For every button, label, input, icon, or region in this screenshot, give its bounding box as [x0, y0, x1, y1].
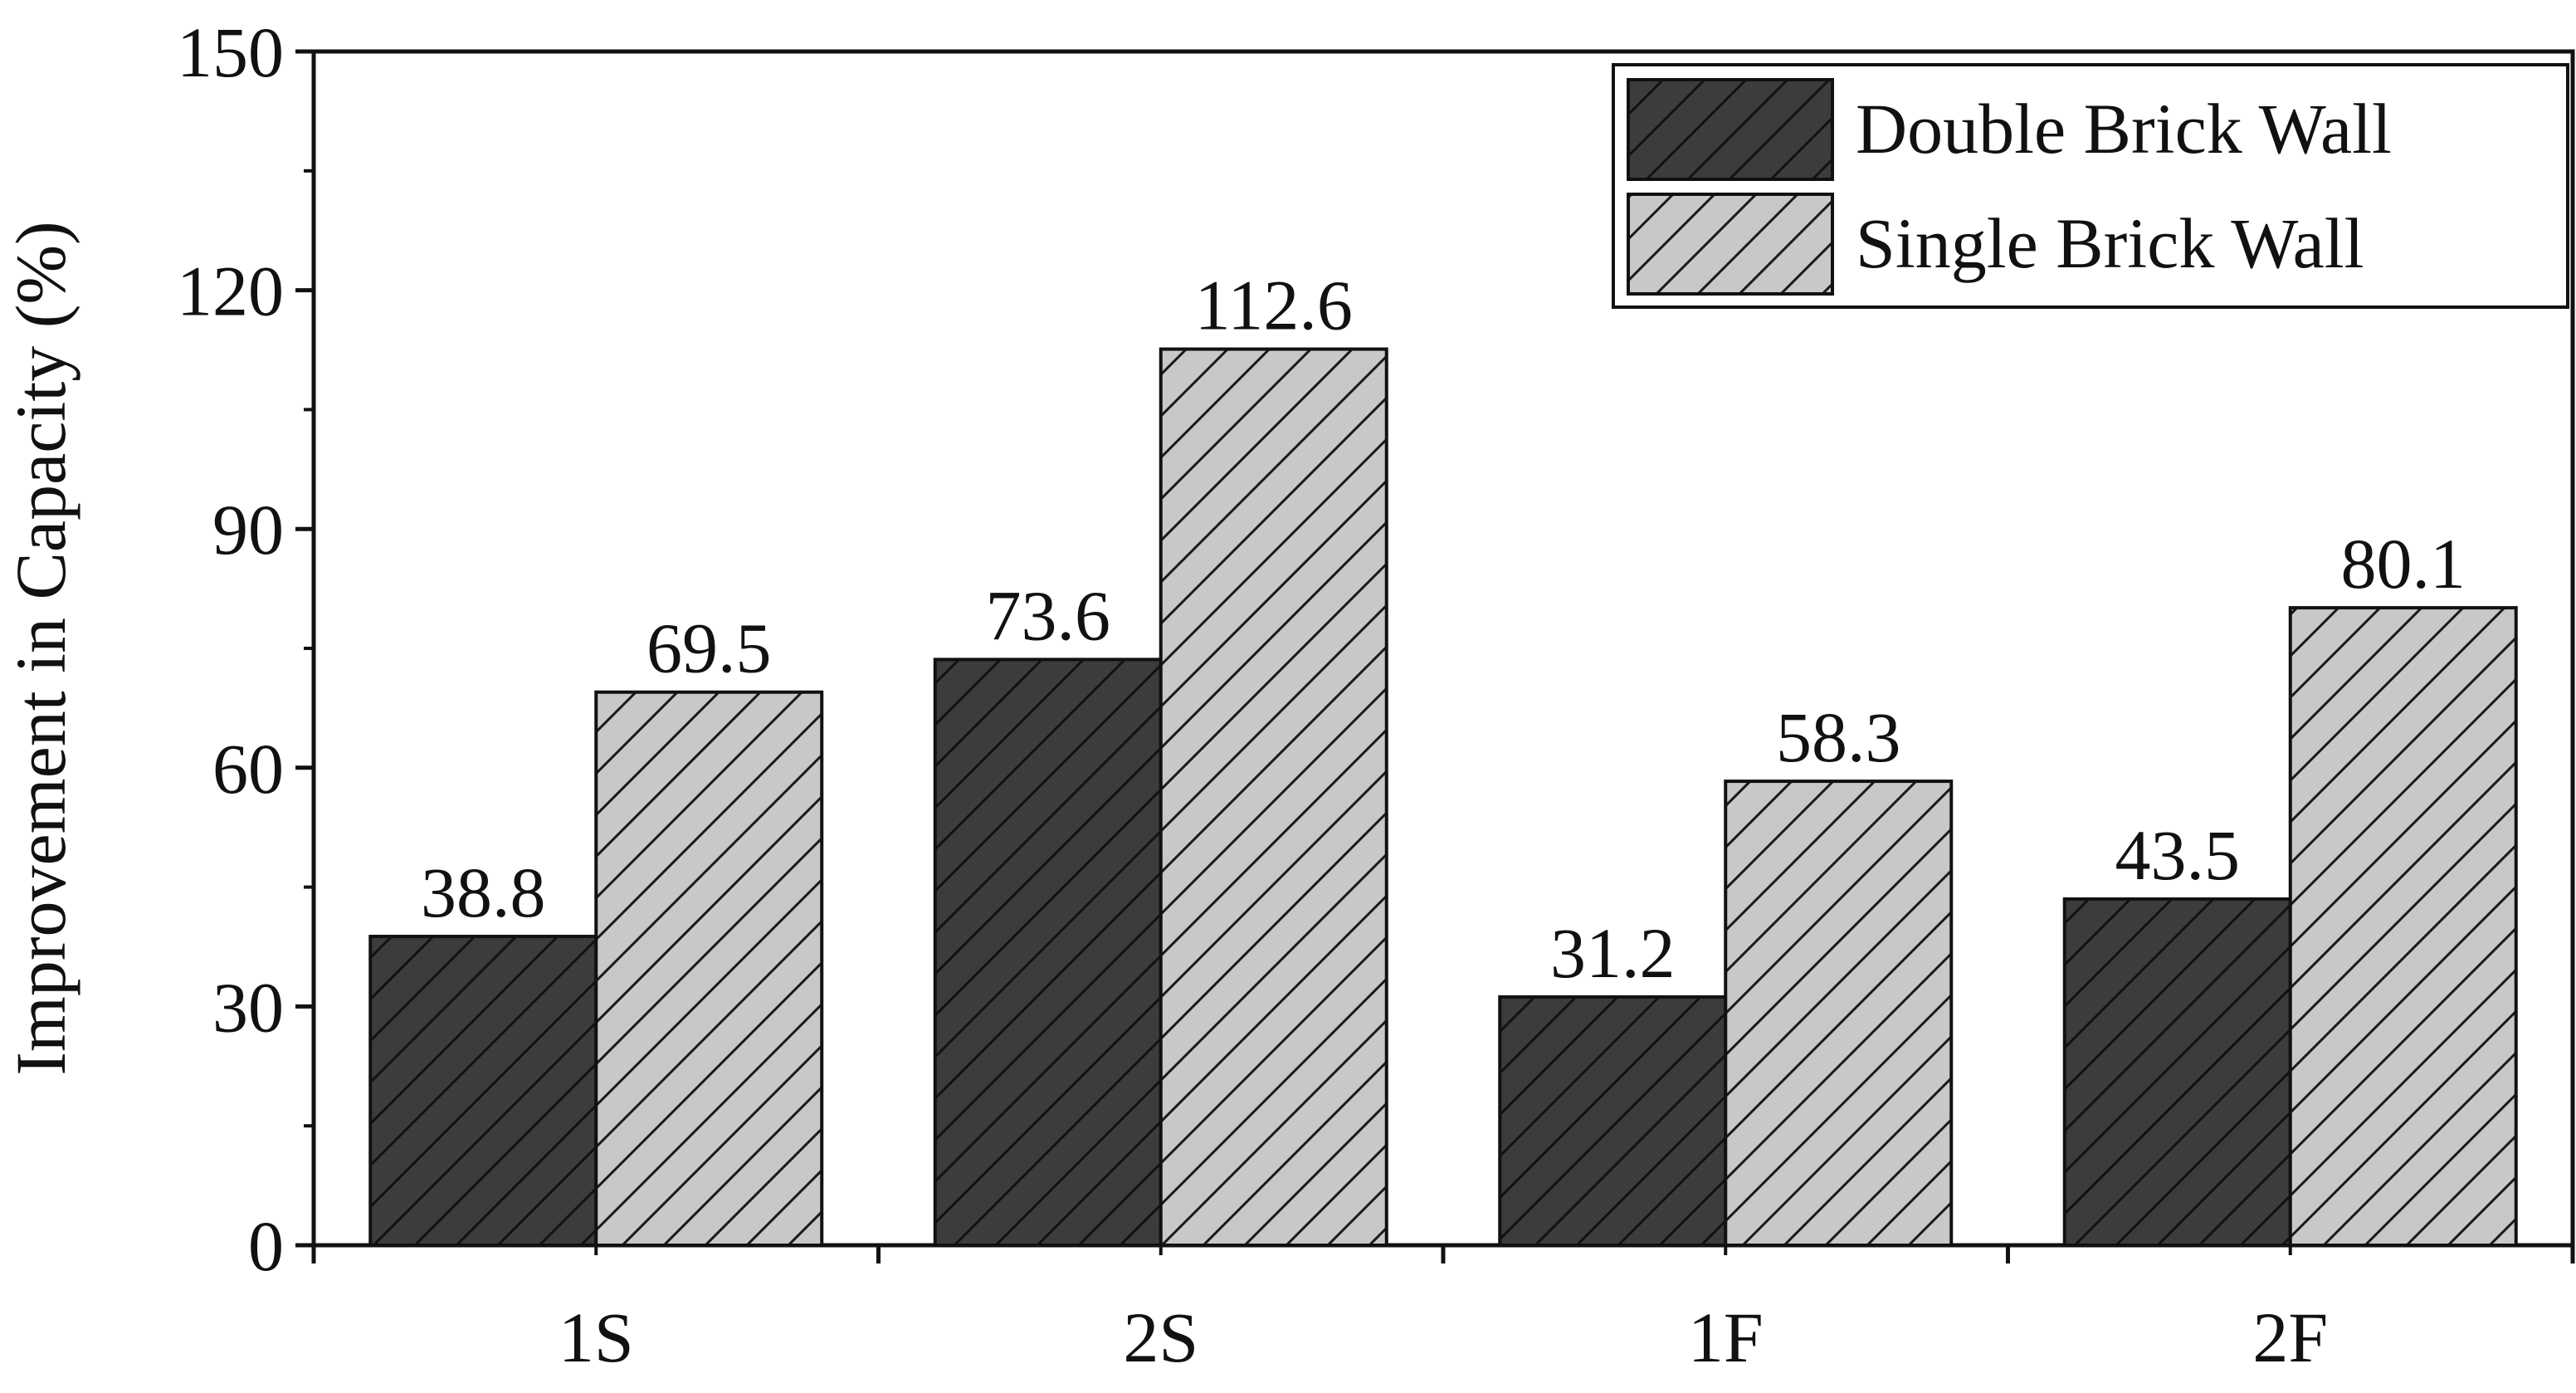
bar-single — [594, 690, 824, 1247]
value-label-single: 58.3 — [1776, 697, 1901, 777]
x-tick-label: 1S — [559, 1298, 634, 1377]
y-tick-label: 60 — [212, 729, 284, 809]
legend-swatch — [1627, 193, 1834, 296]
bar-double — [1498, 995, 1728, 1247]
value-label-single: 80.1 — [2341, 524, 2466, 604]
axes: 0 30 60 90 120 150 Improvement in Capacity (%)… — [1, 12, 2575, 1377]
x-tick-label: 2F — [2252, 1298, 2328, 1377]
legend-swatch — [1627, 78, 1834, 181]
value-label-single: 69.5 — [646, 609, 772, 688]
bar-double — [933, 657, 1163, 1247]
value-label-double: 43.5 — [2115, 815, 2241, 895]
bar-single — [2288, 606, 2518, 1247]
legend-label: Single Brick Wall — [1856, 203, 2364, 283]
x-tick-label: 1F — [1688, 1298, 1764, 1377]
y-axis-title: Improvement in Capacity (%) — [1, 221, 80, 1075]
x-tick-label: 2S — [1123, 1298, 1198, 1377]
y-tick-label: 120 — [177, 252, 284, 331]
bars — [368, 347, 2518, 1248]
y-tick-label: 30 — [212, 967, 284, 1047]
legend: Double Brick Wall Single Brick Wall — [1612, 63, 2569, 309]
value-label-double: 31.2 — [1550, 913, 1676, 993]
value-label-double: 38.8 — [421, 853, 546, 932]
value-labels: 38.8 69.5 73.6 112.6 31.2 58.3 43.5 80.1 — [421, 266, 2466, 993]
y-tick-label: 0 — [248, 1206, 284, 1286]
legend-label: Double Brick Wall — [1856, 89, 2392, 169]
value-label-double: 73.6 — [986, 575, 1111, 655]
y-tick-label: 90 — [212, 490, 284, 569]
y-tick-label: 150 — [177, 12, 284, 92]
bar-single — [1159, 347, 1388, 1247]
bar-single — [1724, 780, 1954, 1247]
value-label-single: 112.6 — [1195, 266, 1353, 345]
bar-double — [368, 935, 598, 1248]
bar-double — [2062, 897, 2292, 1247]
